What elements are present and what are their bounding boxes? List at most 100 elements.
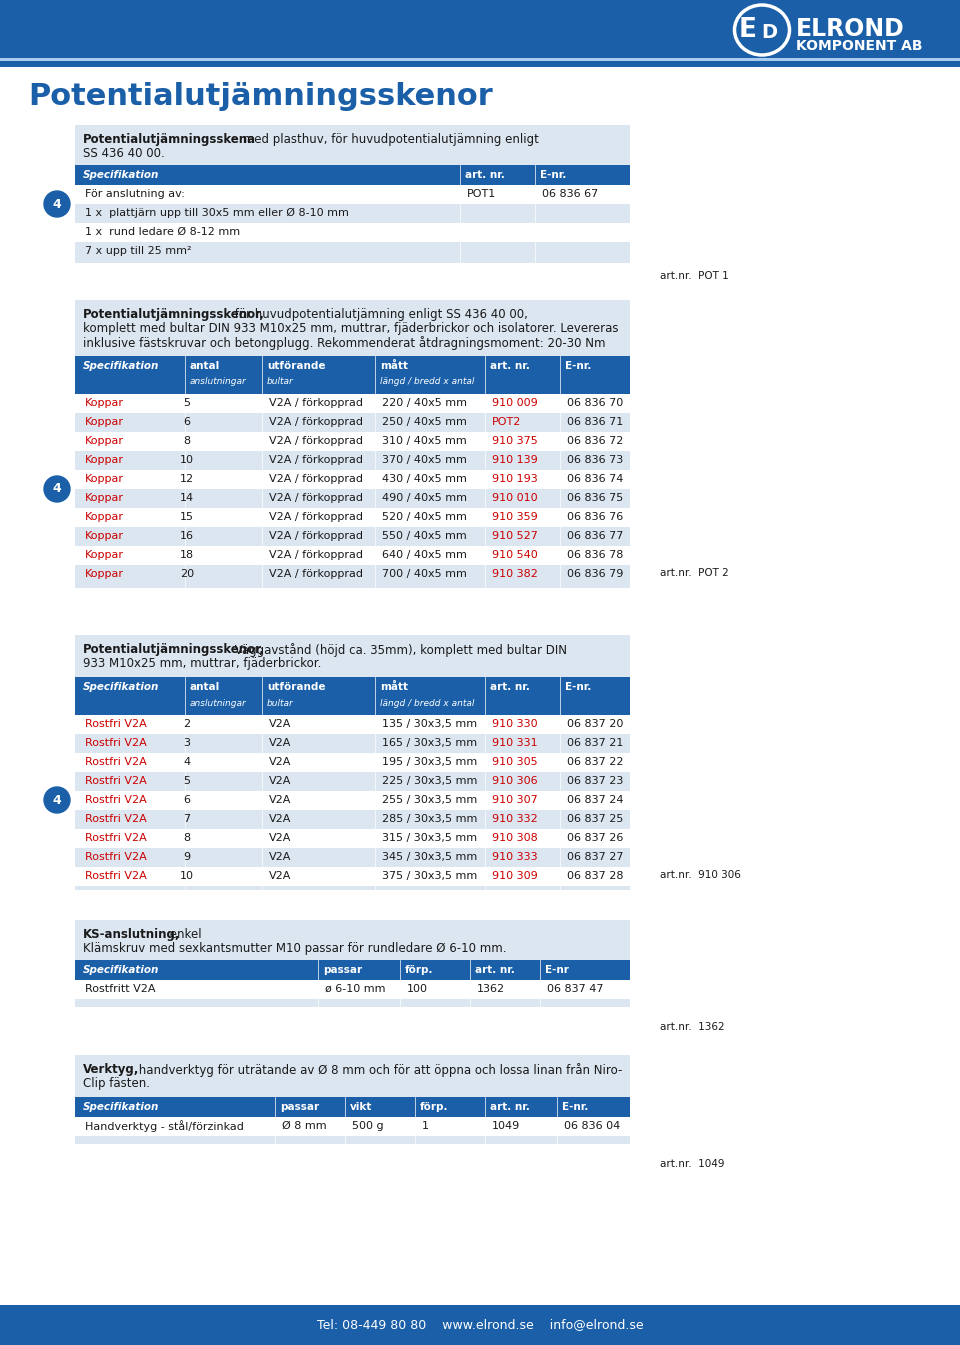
Text: Koppar: Koppar xyxy=(85,550,124,560)
Text: 4: 4 xyxy=(53,794,61,807)
Bar xyxy=(75,753,630,772)
Text: 06 837 21: 06 837 21 xyxy=(567,738,623,748)
Text: handverktyg för uträtande av Ø 8 mm och för att öppna och lossa linan från Niro-: handverktyg för uträtande av Ø 8 mm och … xyxy=(135,1063,622,1077)
Text: 2: 2 xyxy=(183,720,191,729)
Text: art. nr.: art. nr. xyxy=(490,682,530,691)
Text: V2A: V2A xyxy=(269,757,292,767)
Text: förp.: förp. xyxy=(405,964,434,975)
Text: 910 139: 910 139 xyxy=(492,455,538,465)
Text: 910 332: 910 332 xyxy=(492,814,538,824)
Text: 250 / 40x5 mm: 250 / 40x5 mm xyxy=(382,417,467,426)
Text: 430 / 40x5 mm: 430 / 40x5 mm xyxy=(382,473,467,484)
Text: V2A: V2A xyxy=(269,814,292,824)
Bar xyxy=(75,635,630,890)
Text: ELROND: ELROND xyxy=(796,17,904,40)
Text: 06 836 70: 06 836 70 xyxy=(567,398,623,408)
Text: 700 / 40x5 mm: 700 / 40x5 mm xyxy=(382,569,467,578)
Bar xyxy=(75,413,630,432)
Text: Rostfri V2A: Rostfri V2A xyxy=(85,720,147,729)
Text: Väggavstånd (höjd ca. 35mm), komplett med bultar DIN: Väggavstånd (höjd ca. 35mm), komplett me… xyxy=(231,643,567,656)
Text: V2A / förkopprad: V2A / förkopprad xyxy=(269,473,363,484)
Text: Koppar: Koppar xyxy=(85,436,124,447)
Text: Handverktyg - stål/förzinkad: Handverktyg - stål/förzinkad xyxy=(85,1120,244,1132)
Text: 06 837 27: 06 837 27 xyxy=(567,851,623,862)
Bar xyxy=(75,469,630,490)
Text: Koppar: Koppar xyxy=(85,455,124,465)
Text: 06 837 28: 06 837 28 xyxy=(567,872,623,881)
Text: inklusive fästskruvar och betongplugg. Rekommenderat åtdragningsmoment: 20-30 Nm: inklusive fästskruvar och betongplugg. R… xyxy=(83,336,606,350)
Text: Clip fästen.: Clip fästen. xyxy=(83,1077,150,1089)
Text: ø 6-10 mm: ø 6-10 mm xyxy=(325,985,386,994)
Text: 135 / 30x3,5 mm: 135 / 30x3,5 mm xyxy=(382,720,477,729)
Text: 06 836 67: 06 836 67 xyxy=(542,190,598,199)
Text: Potentialutjämningsskenor: Potentialutjämningsskenor xyxy=(28,82,492,112)
Text: 220 / 40x5 mm: 220 / 40x5 mm xyxy=(382,398,467,408)
Text: 910 009: 910 009 xyxy=(492,398,538,408)
Text: Specifikation: Specifikation xyxy=(83,169,159,180)
Bar xyxy=(75,960,630,981)
Text: 165 / 30x3,5 mm: 165 / 30x3,5 mm xyxy=(382,738,477,748)
Text: 06 837 20: 06 837 20 xyxy=(567,720,623,729)
Text: 550 / 40x5 mm: 550 / 40x5 mm xyxy=(382,531,467,541)
Text: V2A: V2A xyxy=(269,720,292,729)
Text: V2A / förkopprad: V2A / förkopprad xyxy=(269,512,363,522)
Text: 06 836 75: 06 836 75 xyxy=(567,494,623,503)
Text: 14: 14 xyxy=(180,494,194,503)
Text: 5: 5 xyxy=(183,776,190,785)
Bar xyxy=(75,677,630,716)
Text: Verktyg,: Verktyg, xyxy=(83,1063,139,1076)
Bar xyxy=(75,165,630,186)
Text: Rostfri V2A: Rostfri V2A xyxy=(85,833,147,843)
Text: utförande: utförande xyxy=(267,682,325,691)
Text: komplett med bultar DIN 933 M10x25 mm, muttrar, fjäderbrickor och isolatorer. Le: komplett med bultar DIN 933 M10x25 mm, m… xyxy=(83,321,618,335)
Bar xyxy=(75,527,630,546)
Text: V2A / förkopprad: V2A / förkopprad xyxy=(269,494,363,503)
Text: 1: 1 xyxy=(422,1120,429,1131)
Text: anslutningar: anslutningar xyxy=(190,378,247,386)
Text: 06 836 71: 06 836 71 xyxy=(567,417,623,426)
Text: Specifikation: Specifikation xyxy=(83,964,159,975)
Text: 910 010: 910 010 xyxy=(492,494,538,503)
Text: POT2: POT2 xyxy=(492,417,521,426)
Bar xyxy=(75,394,630,413)
Circle shape xyxy=(44,787,70,812)
Text: 8: 8 xyxy=(183,436,191,447)
Text: 7 x upp till 25 mm²: 7 x upp till 25 mm² xyxy=(85,246,191,256)
Bar xyxy=(75,1098,630,1116)
Text: E-nr.: E-nr. xyxy=(562,1102,588,1112)
Text: 9: 9 xyxy=(183,851,191,862)
Bar xyxy=(75,508,630,527)
Text: 10: 10 xyxy=(180,872,194,881)
Bar xyxy=(75,810,630,829)
Text: 255 / 30x3,5 mm: 255 / 30x3,5 mm xyxy=(382,795,477,806)
Text: V2A: V2A xyxy=(269,872,292,881)
Text: 100: 100 xyxy=(407,985,428,994)
Text: 910 306: 910 306 xyxy=(492,776,538,785)
Text: 20: 20 xyxy=(180,569,194,578)
Text: Koppar: Koppar xyxy=(85,569,124,578)
Text: Koppar: Koppar xyxy=(85,531,124,541)
Text: 225 / 30x3,5 mm: 225 / 30x3,5 mm xyxy=(382,776,477,785)
Bar xyxy=(75,223,630,242)
Text: 15: 15 xyxy=(180,512,194,522)
Text: 910 527: 910 527 xyxy=(492,531,538,541)
Bar xyxy=(75,1054,630,1145)
Text: V2A / förkopprad: V2A / förkopprad xyxy=(269,550,363,560)
Text: passar: passar xyxy=(280,1102,319,1112)
Text: Koppar: Koppar xyxy=(85,473,124,484)
Bar xyxy=(75,772,630,791)
Text: 640 / 40x5 mm: 640 / 40x5 mm xyxy=(382,550,467,560)
Text: 06 836 72: 06 836 72 xyxy=(567,436,623,447)
Text: POT1: POT1 xyxy=(467,190,496,199)
Bar xyxy=(75,920,630,1007)
Text: 6: 6 xyxy=(183,795,190,806)
Bar xyxy=(75,1116,630,1137)
Text: art. nr.: art. nr. xyxy=(490,360,530,371)
Text: 4: 4 xyxy=(183,757,191,767)
Text: 12: 12 xyxy=(180,473,194,484)
Text: art.nr.  POT 2: art.nr. POT 2 xyxy=(660,568,729,578)
Text: V2A: V2A xyxy=(269,776,292,785)
Text: 910 307: 910 307 xyxy=(492,795,538,806)
Text: V2A / förkopprad: V2A / förkopprad xyxy=(269,455,363,465)
Text: Potentialutjämningsskena: Potentialutjämningsskena xyxy=(83,133,256,147)
